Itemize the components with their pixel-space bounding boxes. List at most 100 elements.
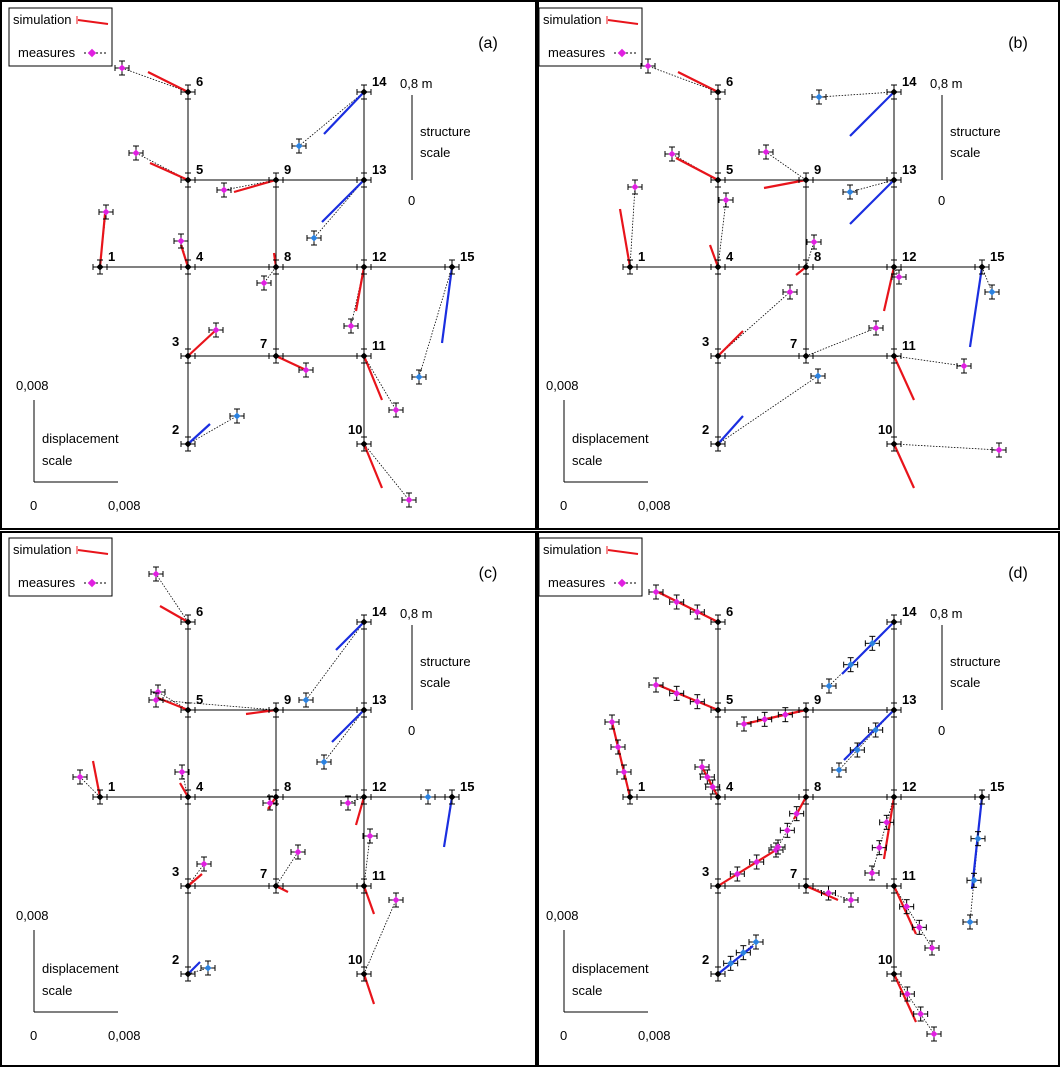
node-label-6: 6 — [726, 74, 733, 89]
measure-line — [181, 771, 189, 798]
measure-marker — [310, 234, 318, 242]
node-label-10: 10 — [348, 422, 362, 437]
measure-marker — [847, 896, 855, 904]
measure-marker — [815, 93, 823, 101]
legend-measures-label: measures — [548, 575, 606, 590]
structure-scale-label: structure — [420, 654, 471, 669]
measure-marker — [714, 352, 722, 360]
displacement-scale-label: scale — [42, 453, 72, 468]
measure-marker — [272, 263, 280, 271]
measure-marker — [360, 618, 368, 626]
node-label-1: 1 — [108, 249, 115, 264]
measure-marker — [102, 208, 110, 216]
measure-marker — [802, 176, 810, 184]
simulation-vector — [98, 213, 107, 268]
node-label-10: 10 — [348, 952, 362, 967]
node-label-15: 15 — [990, 779, 1004, 794]
measure-line — [981, 266, 993, 293]
measure-marker — [118, 64, 126, 72]
measure-marker — [825, 682, 833, 690]
measure-marker — [868, 869, 876, 877]
measure-marker — [714, 793, 722, 801]
node-label-1: 1 — [638, 779, 645, 794]
simulation-vector — [657, 591, 719, 623]
measure-marker — [966, 918, 974, 926]
displacement-scale-label: displacement — [42, 431, 119, 446]
measure-marker — [960, 362, 968, 370]
simulation-vector — [717, 945, 754, 975]
displacement-scale-label: scale — [572, 983, 602, 998]
measure-marker — [347, 322, 355, 330]
node-label-10: 10 — [878, 952, 892, 967]
node-label-13: 13 — [902, 692, 916, 707]
measure-marker — [714, 176, 722, 184]
node-label-3: 3 — [172, 334, 179, 349]
measure-marker — [302, 696, 310, 704]
node-label-14: 14 — [372, 74, 387, 89]
simulation-vector — [331, 709, 365, 743]
measure-marker — [703, 773, 711, 781]
node-label-4: 4 — [196, 249, 204, 264]
measure-marker — [272, 176, 280, 184]
structure-scale-zero: 0 — [938, 193, 945, 208]
displacement-scale-right: 0,008 — [638, 1028, 671, 1043]
panel-label: (d) — [1008, 565, 1028, 582]
measure-marker — [233, 412, 241, 420]
measure-line — [805, 327, 877, 357]
displacement-scale-label: scale — [42, 983, 72, 998]
legend-measures-label: measures — [18, 575, 76, 590]
node-label-8: 8 — [814, 249, 821, 264]
simulation-vector — [892, 355, 916, 401]
measure-marker — [184, 793, 192, 801]
displacement-scale-zero: 0 — [560, 498, 567, 513]
structure-scale-label: scale — [950, 145, 980, 160]
node-label-12: 12 — [902, 779, 916, 794]
simulation-vector — [187, 961, 201, 975]
measure-marker — [722, 196, 730, 204]
displacement-scale-right: 0,008 — [108, 498, 141, 513]
measure-marker — [988, 288, 996, 296]
measure-marker — [824, 889, 833, 897]
measure-marker — [295, 142, 303, 150]
node-label-4: 4 — [726, 249, 734, 264]
legend-simulation-label: simulation — [13, 542, 72, 557]
node-label-3: 3 — [702, 864, 709, 879]
panel-label: (c) — [479, 565, 498, 582]
measure-marker — [673, 598, 681, 606]
displacement-scale-label: displacement — [572, 961, 649, 976]
measure-marker — [220, 186, 228, 194]
simulation-vector — [149, 161, 189, 182]
measure-line — [121, 67, 189, 93]
node-label-11: 11 — [372, 868, 386, 883]
measure-marker — [890, 263, 898, 271]
measure-marker — [890, 352, 898, 360]
simulation-vector — [677, 71, 719, 93]
measure-line — [765, 151, 807, 181]
displacement-scale-top: 0,008 — [16, 378, 49, 393]
measure-marker — [895, 273, 903, 281]
measure-marker — [344, 799, 352, 807]
measure-marker — [930, 1030, 938, 1038]
structure-scale-zero: 0 — [938, 723, 945, 738]
simulation-vector — [882, 796, 896, 860]
measure-marker — [970, 876, 978, 884]
measure-line — [717, 199, 727, 268]
simulation-vector — [893, 973, 917, 1023]
measure-marker — [846, 188, 854, 196]
node-label-13: 13 — [372, 162, 386, 177]
simulation-vector — [354, 796, 366, 826]
measure-marker — [814, 372, 822, 380]
measure-marker — [875, 844, 883, 852]
node-label-3: 3 — [172, 864, 179, 879]
measure-marker — [360, 88, 368, 96]
measure-marker — [272, 352, 280, 360]
legend-box — [8, 537, 113, 597]
legend-simulation-swatch — [607, 549, 639, 555]
node-label-8: 8 — [284, 779, 291, 794]
measure-marker — [631, 183, 639, 191]
node-label-6: 6 — [726, 604, 733, 619]
simulation-vector — [442, 796, 454, 848]
simulation-vector — [610, 721, 632, 798]
